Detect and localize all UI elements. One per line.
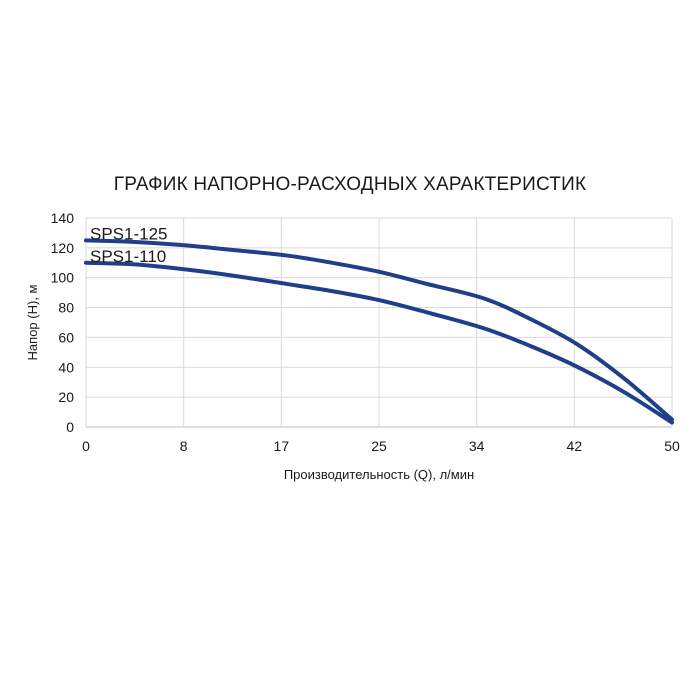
y-axis-title: Напор (H), м [25, 284, 40, 360]
series-line-sps1-110 [84, 260, 674, 425]
x-tick-label: 42 [567, 438, 583, 454]
labels: Производительность (Q), л/мин Напор (H),… [25, 224, 474, 482]
x-tick-label: 34 [469, 438, 485, 454]
grid [85, 217, 673, 428]
series-label-sps1-110: SPS1-110 [90, 247, 166, 266]
x-tick-label: 0 [82, 438, 90, 454]
series-label-sps1-125: SPS1-125 [90, 224, 168, 243]
x-tick-label: 25 [371, 438, 387, 454]
series-lines [84, 238, 674, 425]
y-tick-label: 40 [58, 359, 74, 375]
y-tick-label: 60 [58, 329, 74, 345]
x-axis-title: Производительность (Q), л/мин [284, 467, 474, 482]
y-tick-label: 80 [58, 300, 74, 316]
series-line-sps1-125 [84, 238, 674, 422]
y-tick-label: 140 [51, 210, 75, 226]
y-tick-label: 100 [51, 270, 75, 286]
y-tick-label: 120 [51, 240, 75, 256]
axes: 0 20 40 60 80 100 120 140 0 8 17 25 34 42 50 [51, 210, 680, 454]
x-tick-label: 50 [664, 438, 680, 454]
y-tick-label: 20 [58, 389, 74, 405]
x-tick-label: 17 [274, 438, 290, 454]
y-tick-label: 0 [66, 419, 74, 435]
chart-title: ГРАФИК НАПОРНО-РАСХОДНЫХ ХАРАКТЕРИСТИК [113, 174, 587, 195]
x-tick-label: 8 [180, 438, 188, 454]
